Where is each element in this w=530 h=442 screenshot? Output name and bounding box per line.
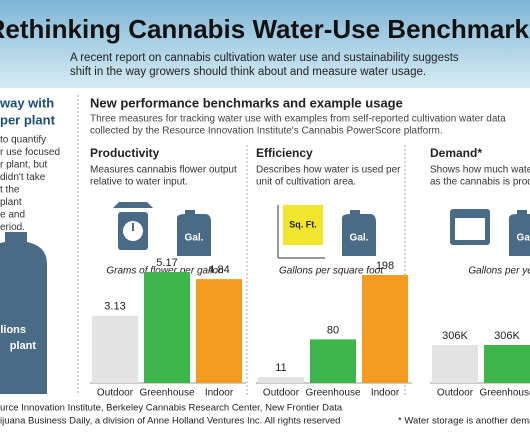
left-body: r use focused xyxy=(0,147,60,158)
footer-source: urce Innovation Institute, Berkeley Cann… xyxy=(0,403,343,414)
category-label: Outdoor xyxy=(97,388,134,399)
left-body: eriod. xyxy=(0,222,25,233)
chart-title: Efficiency xyxy=(256,146,313,160)
left-heading: per plant xyxy=(0,112,56,127)
left-body: e and xyxy=(0,210,25,221)
bar xyxy=(362,275,408,383)
bar xyxy=(144,272,190,383)
bottle-icon xyxy=(0,232,47,394)
value-label: 80 xyxy=(327,324,339,336)
chart-title: Demand* xyxy=(430,146,482,160)
bottle-label: plant xyxy=(10,340,37,352)
section-description: collected by the Resource Innovation Ins… xyxy=(90,126,443,137)
left-body: plant xyxy=(0,197,22,208)
subtitle: A recent report on cannabis cultivation … xyxy=(70,52,459,64)
value-label: 3.13 xyxy=(104,301,125,313)
bar xyxy=(432,345,478,383)
bottle-label: lions xyxy=(0,324,26,336)
chart-caption: Gallons per square foot xyxy=(279,266,384,277)
category-label: Indoor xyxy=(371,388,400,399)
chart-caption: Gallons per year xyxy=(468,266,530,277)
chart-caption: Grams of flower per gallon xyxy=(106,266,224,277)
subtitle: shift in the way growers should think ab… xyxy=(70,66,426,78)
area-icon xyxy=(277,205,325,259)
value-label: 198 xyxy=(376,260,394,272)
chart-description: Measures cannabis flower output xyxy=(90,165,237,176)
value-label: 11 xyxy=(275,362,286,374)
value-label: 306K xyxy=(494,330,520,342)
chart-description: relative to water input. xyxy=(90,177,188,188)
category-label: Indoor xyxy=(205,388,234,399)
area-label: Sq. Ft. xyxy=(289,219,317,229)
calendar-icon xyxy=(450,209,490,245)
water-banner xyxy=(0,0,530,88)
gallon-icon xyxy=(342,210,376,256)
chart-title: Productivity xyxy=(90,146,160,160)
chart-description: unit of cultivation area. xyxy=(256,177,356,188)
bar xyxy=(92,315,138,383)
category-label: Greenhouse xyxy=(139,388,194,399)
bar xyxy=(484,345,530,383)
category-label: Greenhouse xyxy=(479,388,530,399)
left-heading: way with xyxy=(0,95,54,110)
bar xyxy=(310,339,356,383)
left-body: didn't take xyxy=(0,172,46,183)
chart-description: Describes how water is used per xyxy=(256,165,401,176)
gallon-icon xyxy=(177,210,211,256)
value-label: 5.17 xyxy=(156,257,177,269)
section-title: New performance benchmarks and example u… xyxy=(90,95,403,110)
chart-description: Shows how much water xyxy=(430,165,530,176)
chart-description: as the cannabis is produced xyxy=(430,177,530,188)
gallon-icon xyxy=(509,210,530,256)
footer-note: * Water storage is another demand xyxy=(398,416,530,427)
scale-icon xyxy=(113,202,153,250)
category-label: Outdoor xyxy=(437,388,474,399)
value-label: 4.84 xyxy=(208,264,229,276)
category-label: Outdoor xyxy=(263,388,300,399)
category-label: Greenhouse xyxy=(305,388,360,399)
gallon-label: Gal. xyxy=(350,233,369,244)
footer-source: ijuana Business Daily, a division of Ann… xyxy=(0,416,340,427)
left-body: to quantify xyxy=(0,135,46,146)
title: Rethinking Cannabis Water-Use Benchmarks xyxy=(0,14,530,44)
gallon-label: Gal. xyxy=(517,233,530,244)
bar xyxy=(196,279,242,383)
gallon-label: Gal. xyxy=(185,233,204,244)
value-label: 306K xyxy=(442,330,468,342)
left-body: t the xyxy=(0,185,20,196)
bar xyxy=(258,377,304,383)
left-body: r plant, but xyxy=(0,160,47,171)
section-description: Three measures for tracking water use wi… xyxy=(90,114,506,125)
